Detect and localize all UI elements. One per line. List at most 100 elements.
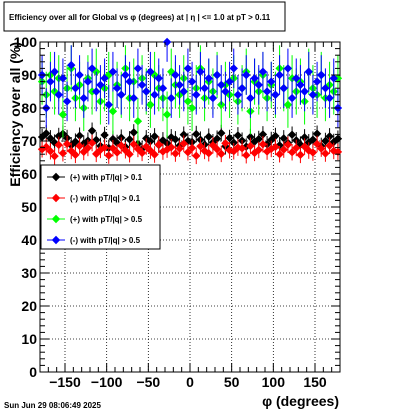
data-point <box>167 143 176 152</box>
data-point <box>237 144 247 153</box>
data-point <box>108 144 118 153</box>
data-point <box>100 74 109 83</box>
y-tick-label: 90 <box>21 67 37 83</box>
data-point <box>187 103 197 113</box>
data-point <box>287 93 297 103</box>
data-point <box>183 97 193 106</box>
data-point <box>292 74 301 83</box>
y-tick-label: 70 <box>21 133 37 149</box>
data-point <box>158 84 168 93</box>
legend-marker <box>51 235 61 245</box>
data-point <box>225 133 234 143</box>
data-point <box>229 64 238 73</box>
data-point <box>271 142 280 152</box>
data-point <box>167 133 176 142</box>
data-point <box>62 97 72 106</box>
data-point <box>96 80 105 90</box>
y-tick-label: 50 <box>21 199 37 215</box>
data-point <box>271 131 280 141</box>
y-tick-label: 60 <box>21 166 37 182</box>
y-tick-label: 100 <box>14 34 38 50</box>
data-point <box>208 93 218 103</box>
data-point <box>162 110 172 119</box>
data-point <box>75 131 84 140</box>
data-point <box>275 150 284 159</box>
data-point <box>146 67 155 76</box>
x-tick-label: 100 <box>262 374 286 390</box>
title-box: Efficiency over all for Global vs φ (deg… <box>3 1 286 32</box>
data-point <box>192 90 201 99</box>
data-point <box>233 131 243 140</box>
legend-marker <box>51 214 61 224</box>
data-point <box>329 74 338 83</box>
data-point <box>187 143 197 153</box>
data-point <box>137 148 147 158</box>
data-point <box>304 67 313 76</box>
x-tick-label: −100 <box>91 374 123 390</box>
data-point <box>71 150 80 160</box>
data-point <box>296 150 305 160</box>
data-point <box>283 140 293 149</box>
data-point <box>217 149 226 159</box>
data-point <box>50 151 59 161</box>
x-tick-label: 50 <box>224 374 240 390</box>
data-point <box>321 149 330 158</box>
data-point <box>212 145 222 154</box>
data-point <box>312 129 322 138</box>
data-point <box>296 80 305 90</box>
data-point <box>258 67 268 76</box>
x-tick-label: −50 <box>136 374 160 390</box>
data-point <box>221 87 230 96</box>
data-point <box>137 80 147 90</box>
data-point <box>200 84 209 93</box>
data-point <box>250 74 259 83</box>
data-point <box>254 134 263 144</box>
data-point <box>183 148 193 157</box>
data-point <box>150 132 159 141</box>
data-point <box>117 90 126 99</box>
data-point <box>50 138 59 147</box>
series-group <box>37 37 343 128</box>
data-point <box>125 77 134 86</box>
data-point <box>246 141 255 151</box>
data-point <box>87 126 97 135</box>
data-point <box>37 145 47 154</box>
data-point <box>71 137 80 146</box>
data-point <box>292 143 301 153</box>
data-point <box>46 147 55 156</box>
data-point <box>125 150 134 159</box>
legend-label: (+) with pT/|q| > 0.1 <box>70 173 143 182</box>
data-point <box>321 136 330 146</box>
data-point <box>283 64 293 73</box>
data-point <box>104 100 113 109</box>
data-point <box>275 70 284 80</box>
data-point <box>212 70 222 80</box>
data-point <box>58 74 68 83</box>
data-point <box>246 93 255 103</box>
data-point <box>79 93 88 103</box>
data-point <box>287 130 297 139</box>
legend-box <box>40 164 161 250</box>
data-point <box>317 70 326 80</box>
data-point <box>58 149 68 158</box>
data-point <box>100 130 109 140</box>
data-point <box>183 64 193 73</box>
data-point <box>117 141 126 150</box>
data-point <box>100 143 109 152</box>
data-point <box>321 84 330 93</box>
data-point <box>129 140 138 149</box>
data-point <box>279 134 288 143</box>
data-point <box>254 80 263 90</box>
data-point <box>262 87 272 96</box>
data-point <box>254 145 263 155</box>
data-point <box>192 151 201 161</box>
legend: (+) with pT/|q| > 0.1 (-) with pT/|q| > 0… <box>40 164 161 250</box>
data-point <box>192 129 201 139</box>
y-tick-label: 80 <box>21 100 37 116</box>
title-box-frame <box>3 1 286 32</box>
data-point <box>125 135 134 144</box>
data-point <box>58 110 68 119</box>
data-point <box>312 139 322 149</box>
data-point <box>146 100 155 109</box>
